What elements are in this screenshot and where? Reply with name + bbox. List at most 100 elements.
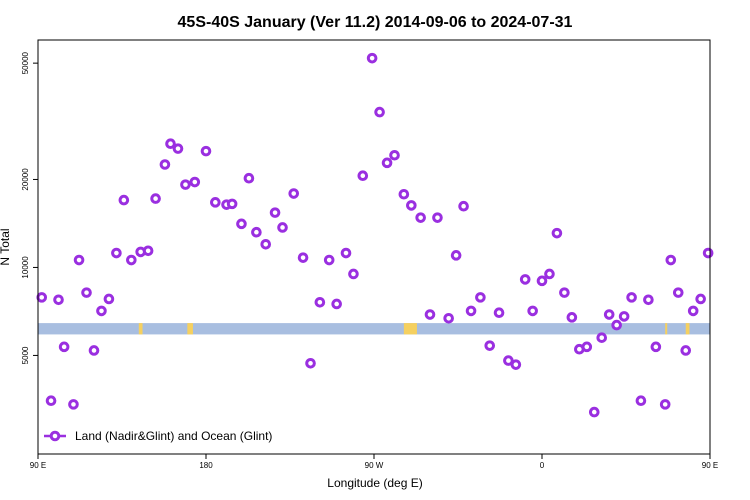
data-point xyxy=(68,399,79,410)
y-tick-label: 5000 xyxy=(21,346,30,364)
data-point xyxy=(366,52,378,64)
data-point xyxy=(398,188,410,200)
data-point xyxy=(406,200,417,211)
data-point xyxy=(277,222,288,233)
legend-label: Land (Nadir&Glint) and Ocean (Glint) xyxy=(75,429,272,443)
data-point xyxy=(510,359,522,370)
data-point xyxy=(559,287,570,298)
data-point xyxy=(536,275,548,287)
data-point xyxy=(236,218,247,230)
data-point xyxy=(702,247,714,259)
data-point xyxy=(618,311,630,322)
land-highlight xyxy=(187,323,193,335)
x-tick-label: 90 E xyxy=(702,461,718,470)
data-point xyxy=(659,399,671,410)
data-point xyxy=(665,254,677,266)
data-point xyxy=(118,194,130,206)
x-axis-ticks: 90 E 180 90 W 0 90 E xyxy=(30,454,718,470)
x-tick-label: 180 xyxy=(199,461,213,470)
data-point xyxy=(58,341,70,353)
data-point xyxy=(150,193,161,204)
data-point xyxy=(340,247,352,259)
data-point xyxy=(650,341,662,353)
data-point xyxy=(73,254,85,266)
data-point xyxy=(680,345,692,356)
data-point xyxy=(381,157,393,169)
data-point xyxy=(331,298,342,310)
data-point xyxy=(126,254,137,266)
data-point xyxy=(323,254,335,266)
data-point xyxy=(484,340,496,351)
data-point xyxy=(81,287,92,298)
data-point xyxy=(493,307,505,319)
data-point xyxy=(551,227,563,239)
data-point xyxy=(297,252,309,263)
data-point xyxy=(475,292,486,303)
data-point xyxy=(389,149,400,161)
data-point xyxy=(465,305,477,317)
data-point xyxy=(611,319,622,331)
data-point xyxy=(45,395,57,407)
data-point xyxy=(415,212,426,223)
legend-marker xyxy=(49,430,61,442)
x-tick-label: 90 E xyxy=(30,461,46,470)
data-point xyxy=(519,274,531,285)
data-point xyxy=(36,292,48,303)
data-point xyxy=(432,212,443,223)
data-point xyxy=(260,238,272,250)
y-tick-label: 50000 xyxy=(21,51,30,74)
data-point xyxy=(189,176,201,188)
land-highlight xyxy=(138,323,143,335)
data-point xyxy=(544,268,555,280)
data-point xyxy=(53,294,64,306)
y-axis-ticks: 5000 10000 20000 50000 xyxy=(21,51,38,364)
data-point xyxy=(450,250,462,261)
data-point xyxy=(88,345,100,356)
data-point xyxy=(243,172,255,184)
land-band-layer xyxy=(38,323,710,335)
data-point xyxy=(635,395,647,407)
points-layer xyxy=(36,52,714,418)
data-point xyxy=(314,296,326,308)
data-point xyxy=(288,188,300,199)
legend: Land (Nadir&Glint) and Ocean (Glint) xyxy=(44,429,272,443)
data-point xyxy=(305,357,316,369)
data-point xyxy=(111,247,122,259)
x-axis-label: Longitude (deg E) xyxy=(327,476,422,490)
data-point xyxy=(103,293,115,305)
data-point xyxy=(581,341,593,353)
data-point xyxy=(626,292,637,303)
data-point xyxy=(172,143,184,154)
data-point xyxy=(200,145,212,157)
data-point xyxy=(695,293,706,305)
data-point xyxy=(458,200,469,212)
land-highlight xyxy=(403,323,417,335)
data-point xyxy=(348,268,359,280)
data-point xyxy=(527,305,538,317)
data-point xyxy=(672,287,684,298)
data-point xyxy=(357,170,369,182)
chart-title: 45S-40S January (Ver 11.2) 2014-09-06 to… xyxy=(178,14,573,31)
data-point xyxy=(226,198,238,210)
data-point xyxy=(596,332,608,343)
data-point xyxy=(424,309,436,320)
data-point xyxy=(588,406,600,418)
y-axis-label: N Total xyxy=(0,228,12,265)
x-tick-label: 90 W xyxy=(365,461,384,470)
y-tick-label: 20000 xyxy=(21,168,30,191)
data-point xyxy=(687,305,699,317)
x-tick-label: 0 xyxy=(540,461,545,470)
data-point xyxy=(566,312,578,323)
data-point xyxy=(210,197,221,208)
land-band xyxy=(38,323,710,335)
land-highlight xyxy=(685,323,690,335)
data-point xyxy=(251,226,262,238)
data-point xyxy=(96,305,107,317)
data-point xyxy=(180,179,191,190)
data-point xyxy=(165,138,176,150)
data-point xyxy=(159,159,171,170)
land-highlight xyxy=(665,323,668,335)
data-point xyxy=(603,309,615,320)
data-point xyxy=(142,245,154,257)
